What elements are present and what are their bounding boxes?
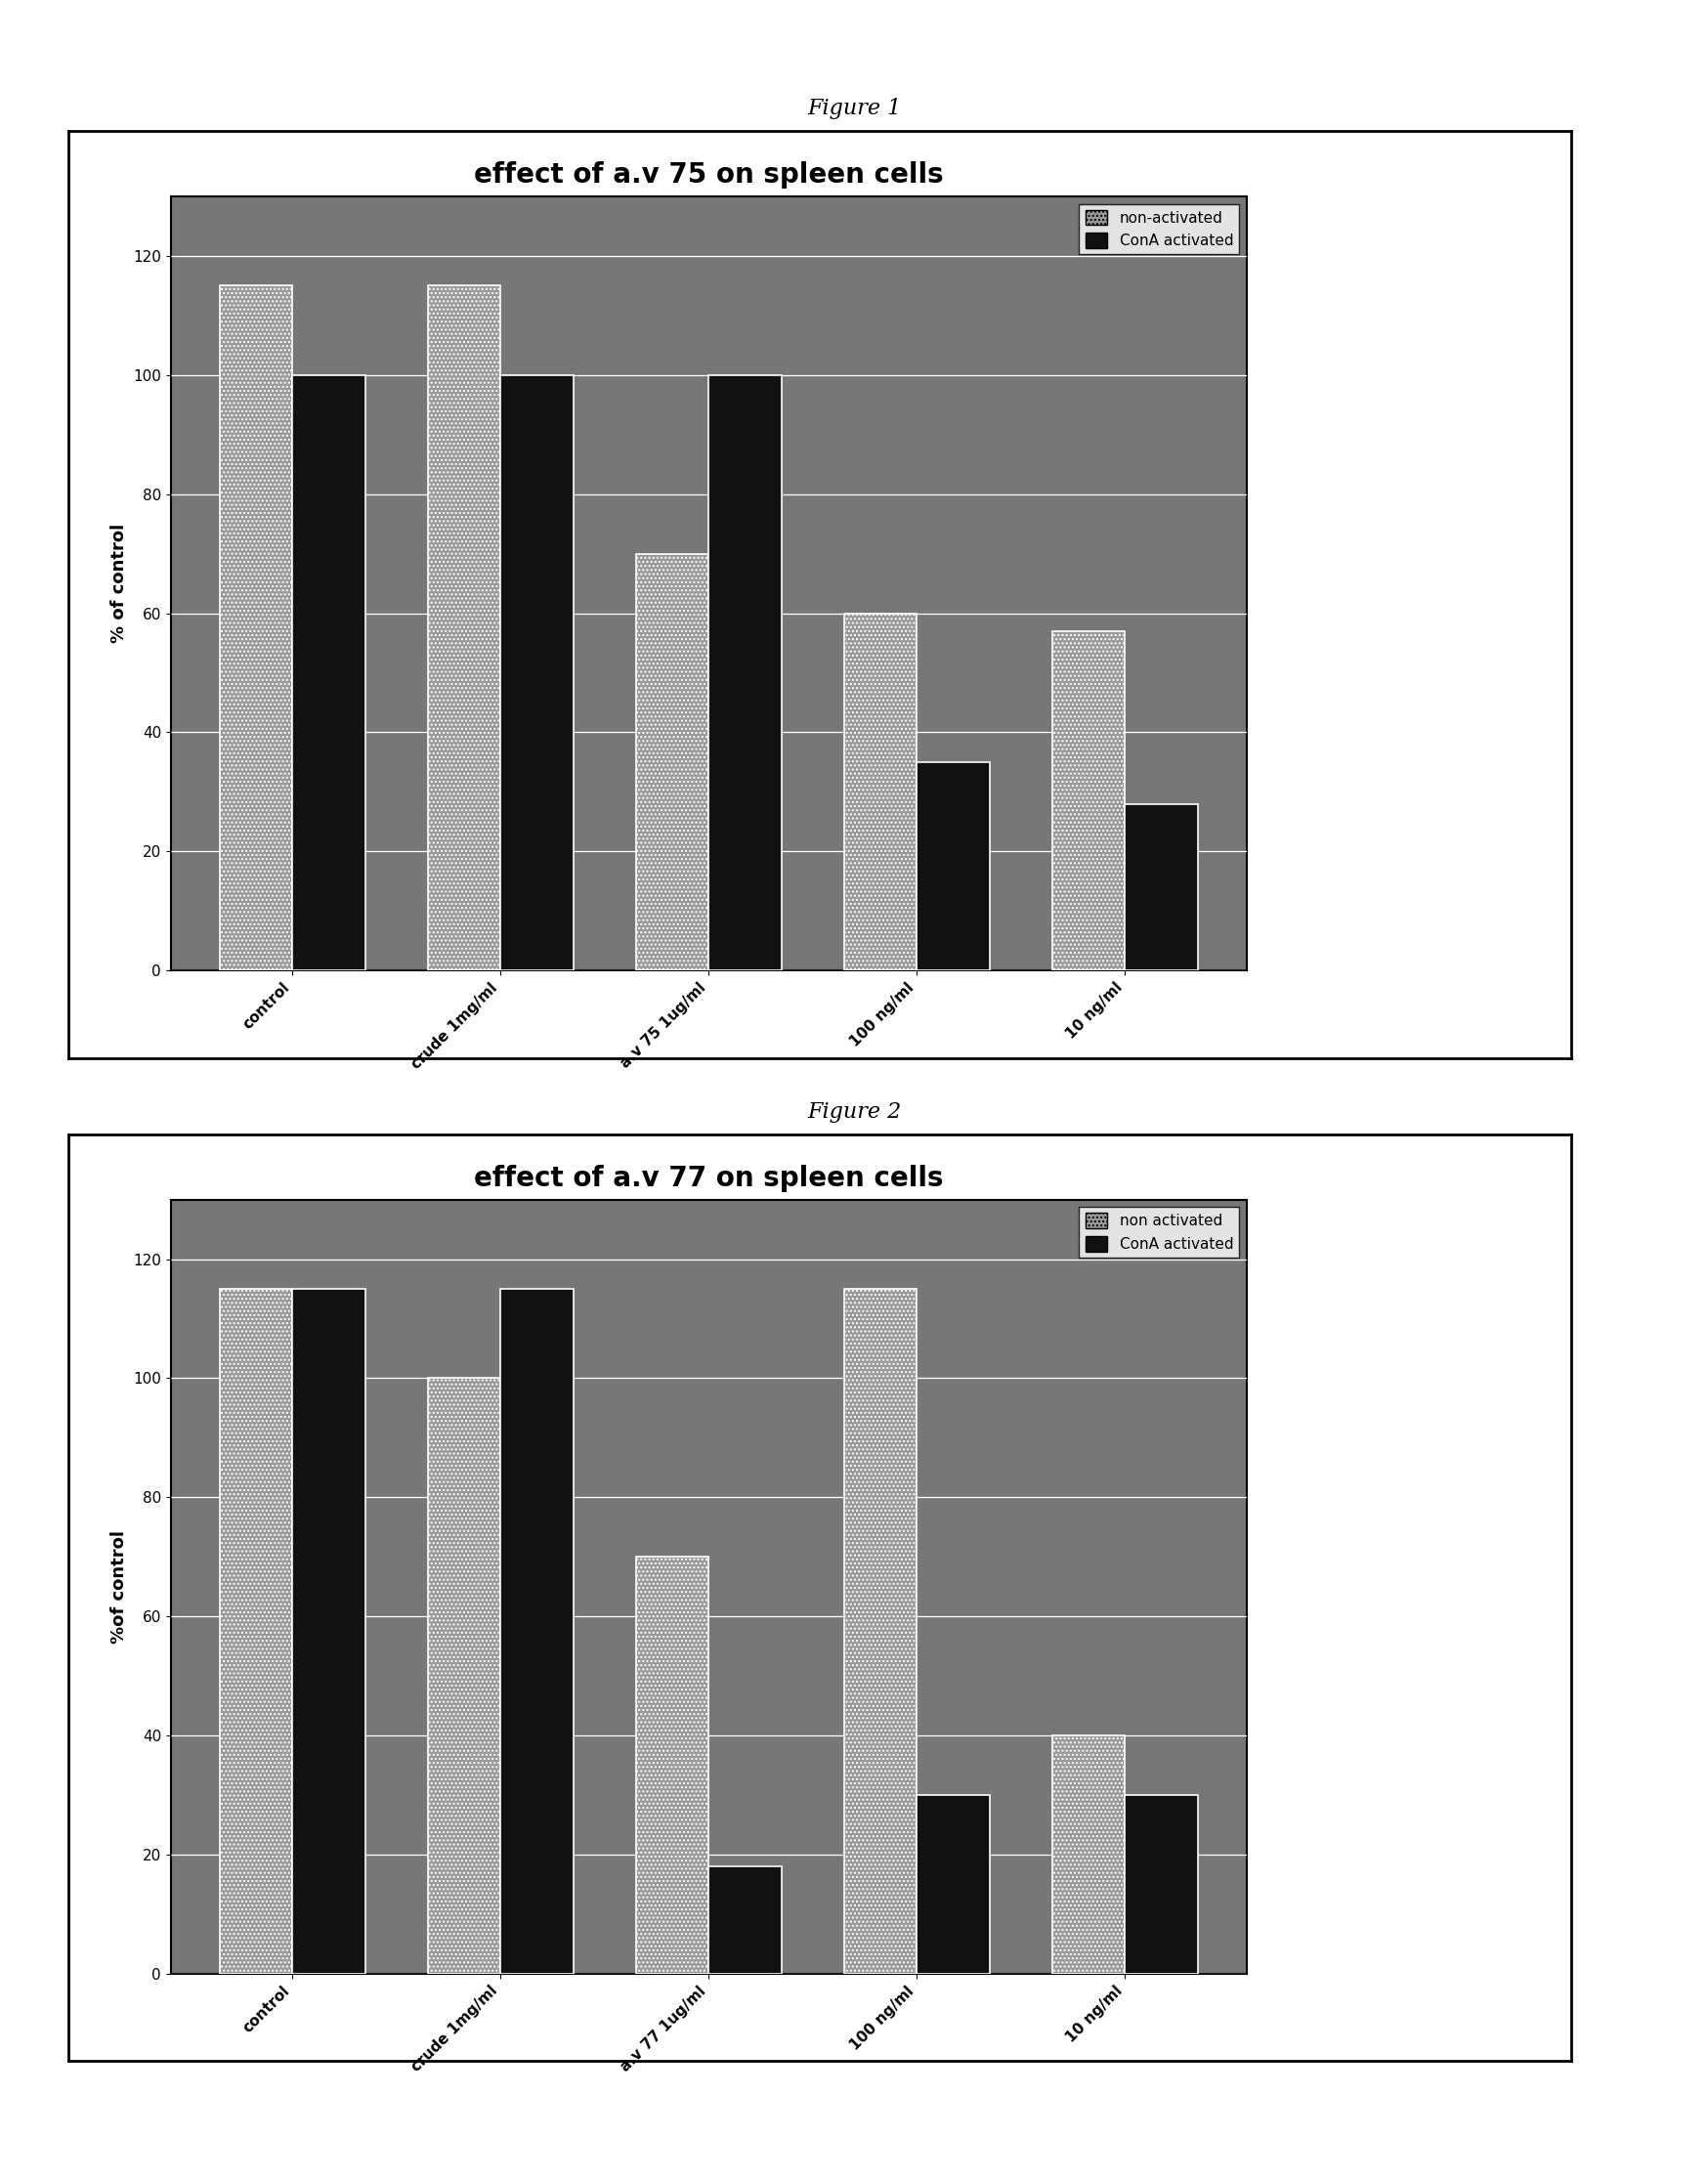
Title: effect of a.v 77 on spleen cells: effect of a.v 77 on spleen cells (475, 1165, 943, 1191)
Bar (844, 613, 917, 971)
Legend: non activated, ConA activated: non activated, ConA activated (1079, 1206, 1240, 1258)
Bar (220, 286, 292, 971)
Y-axis label: %of control: %of control (109, 1531, 128, 1642)
Bar (1052, 1736, 1126, 1974)
Bar (709, 375, 782, 971)
Y-axis label: % of control: % of control (109, 523, 128, 643)
Bar (1126, 1795, 1197, 1974)
Bar (292, 1289, 366, 1974)
Bar (635, 1557, 709, 1974)
Bar (220, 1289, 292, 1974)
Bar (1052, 630, 1126, 971)
Bar (917, 761, 991, 971)
Legend: non-activated, ConA activated: non-activated, ConA activated (1079, 203, 1240, 255)
Bar (427, 1378, 500, 1974)
Bar (500, 1289, 574, 1974)
Bar (844, 1289, 917, 1974)
Bar (709, 1867, 782, 1974)
Bar (292, 375, 366, 971)
Bar (500, 375, 574, 971)
Bar (1126, 805, 1197, 971)
Bar (917, 1795, 991, 1974)
Text: Figure 1: Figure 1 (806, 98, 902, 120)
Bar (635, 554, 709, 971)
Bar (427, 286, 500, 971)
Text: Figure 2: Figure 2 (806, 1101, 902, 1123)
Title: effect of a.v 75 on spleen cells: effect of a.v 75 on spleen cells (475, 161, 943, 188)
